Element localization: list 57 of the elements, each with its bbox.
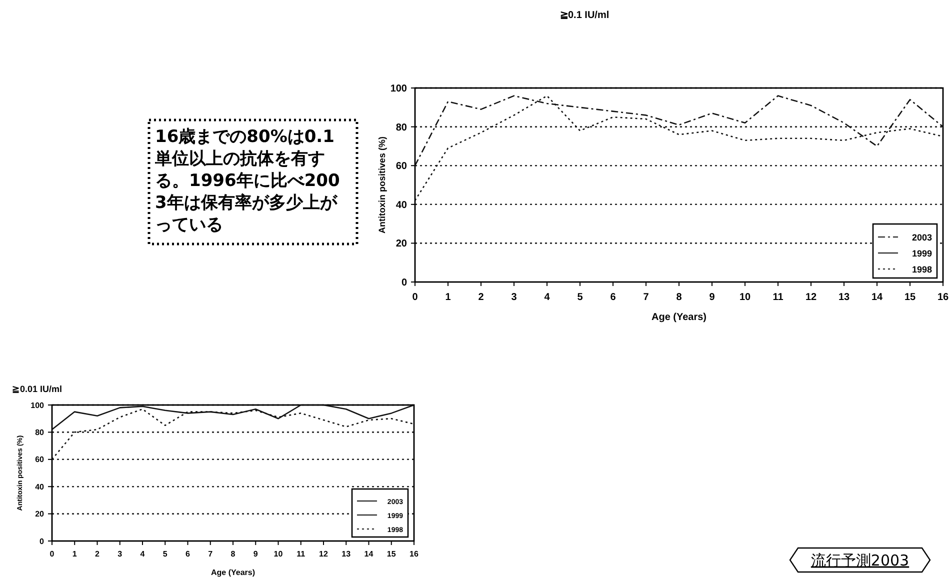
x-tick-label: 15 — [386, 550, 396, 559]
x-tick-label: 7 — [208, 550, 214, 559]
x-tick-label: 16 — [410, 550, 419, 559]
x-tick-label: 6 — [186, 550, 191, 559]
x-tick-label: 5 — [577, 292, 584, 303]
x-axis-title: Age (Years) — [210, 568, 256, 577]
legend-label: 1999 — [912, 248, 932, 258]
x-tick-label: 0 — [50, 550, 55, 559]
y-tick-label: 20 — [396, 238, 408, 250]
y-tick-label: 100 — [30, 400, 45, 410]
x-tick-label: 12 — [319, 550, 328, 559]
x-tick-label: 16 — [937, 292, 949, 303]
x-tick-label: 10 — [274, 550, 284, 559]
x-tick-label: 12 — [805, 292, 817, 303]
x-tick-label: 0 — [412, 292, 418, 303]
x-tick-label: 6 — [610, 292, 616, 303]
y-tick-label: 60 — [396, 161, 408, 172]
x-tick-label: 8 — [676, 292, 682, 303]
x-tick-label: 11 — [296, 550, 306, 559]
x-tick-label: 14 — [364, 550, 374, 559]
y-axis-title: Antitoxin positives (%) — [377, 136, 387, 234]
line-series — [51, 408, 415, 460]
x-tick-label: 2 — [478, 292, 484, 303]
legend-label: 1998 — [912, 264, 932, 274]
y-tick-label: 40 — [396, 200, 408, 211]
x-tick-label: 3 — [511, 292, 518, 303]
x-tick-label: 15 — [904, 292, 916, 303]
x-axis-title: Age (Years) — [651, 312, 707, 323]
x-tick-label: 8 — [230, 550, 236, 559]
x-tick-label: 10 — [739, 292, 751, 303]
text: 流行予測2003 — [810, 551, 910, 570]
x-tick-label: 11 — [772, 292, 784, 303]
x-tick-label: 1 — [72, 550, 78, 559]
chart-title: ≧0.1 IU/ml — [560, 10, 610, 21]
x-tick-label: 5 — [162, 550, 168, 559]
x-tick-label: 7 — [643, 292, 650, 303]
x-tick-label: 4 — [140, 550, 146, 559]
x-tick-label: 9 — [709, 292, 716, 303]
x-tick-label: 1 — [445, 292, 452, 303]
y-tick-label: 100 — [390, 84, 408, 94]
y-tick-label: 40 — [35, 482, 45, 492]
y-tick-label: 0 — [401, 278, 408, 288]
legend-label: 2003 — [912, 232, 932, 242]
y-tick-label: 80 — [35, 428, 45, 437]
chart-title: ≧0.01 IU/ml — [12, 384, 62, 394]
x-tick-label: 4 — [544, 292, 550, 303]
y-tick-label: 60 — [35, 455, 45, 464]
x-tick-label: 3 — [118, 550, 123, 559]
y-tick-label: 80 — [396, 122, 408, 134]
y-tick-label: 20 — [35, 510, 45, 519]
x-tick-label: 2 — [95, 550, 100, 559]
x-tick-label: 9 — [253, 550, 258, 559]
text: 16歳までの80%は0.1単位以上の抗体を有する。1996年に比べ2003年は保有率が多少上がっている — [155, 126, 341, 236]
x-tick-label: 14 — [871, 292, 883, 303]
x-tick-label: 13 — [838, 292, 850, 303]
y-tick-label: 0 — [40, 536, 45, 546]
x-tick-label: 13 — [342, 550, 352, 559]
